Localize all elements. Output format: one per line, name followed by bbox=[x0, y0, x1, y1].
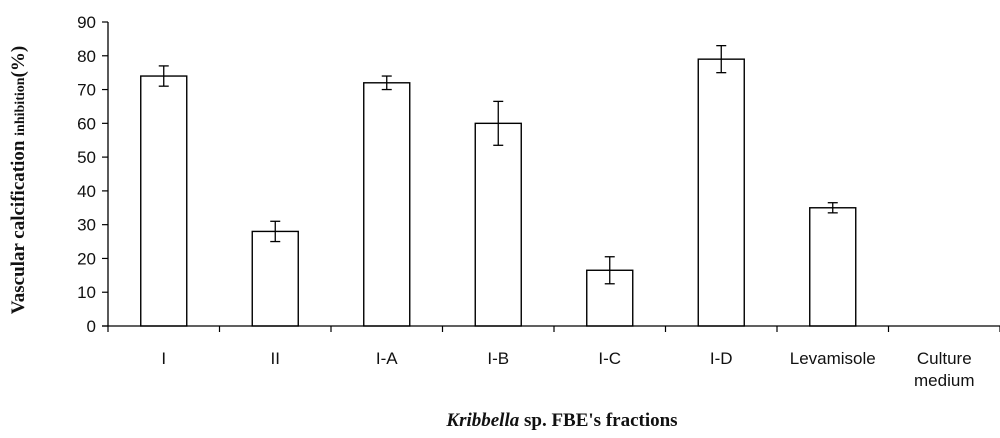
y-axis-label: Vascular calcification inhibition(%) bbox=[8, 46, 29, 314]
y-tick-label: 10 bbox=[77, 283, 96, 302]
y-tick-label: 40 bbox=[77, 182, 96, 201]
x-axis-label-rest: sp. FBE's fractions bbox=[519, 410, 677, 431]
bars bbox=[140, 58, 857, 327]
y-axis-label-small: inhibition bbox=[13, 77, 28, 136]
x-axis-label: Kribbella sp. FBE's fractions bbox=[445, 410, 677, 431]
y-axis-label-main: Vascular calcification bbox=[8, 140, 29, 314]
y-axis-ticks: 0 10 20 30 40 50 60 70 80 90 bbox=[77, 13, 108, 336]
bar-i-a bbox=[363, 82, 411, 327]
y-tick-label: 0 bbox=[87, 317, 96, 336]
error-bar bbox=[827, 202, 838, 214]
x-axis-categories: I II I-A I-B I-C I-D Levamisole Culture medium bbox=[161, 349, 974, 390]
y-tick-label: 60 bbox=[77, 114, 96, 133]
bar-ii bbox=[251, 230, 299, 327]
error-bar bbox=[158, 65, 169, 87]
y-tick-label: 20 bbox=[77, 249, 96, 268]
x-category-label: I-B bbox=[487, 349, 509, 368]
x-category-label: I bbox=[161, 349, 166, 368]
error-bar bbox=[493, 100, 504, 146]
error-bar bbox=[381, 75, 392, 91]
y-tick-label: 50 bbox=[77, 148, 96, 167]
y-tick-label: 30 bbox=[77, 216, 96, 235]
y-tick-label: 90 bbox=[77, 13, 96, 32]
x-category-label: Culture medium bbox=[914, 349, 974, 390]
bar-i-b bbox=[474, 122, 522, 327]
y-tick-label: 80 bbox=[77, 47, 96, 66]
error-bar bbox=[270, 220, 281, 243]
bar-i bbox=[140, 75, 188, 327]
error-bar bbox=[604, 256, 615, 285]
error-bars bbox=[158, 44, 838, 285]
bar-i-d bbox=[697, 58, 745, 327]
y-axis-label-end: (%) bbox=[8, 46, 29, 78]
error-bar bbox=[716, 44, 727, 74]
y-tick-label: 70 bbox=[77, 81, 96, 100]
x-category-label: I-C bbox=[598, 349, 621, 368]
x-axis-label-italic: Kribbella bbox=[445, 410, 519, 431]
axes bbox=[102, 22, 1000, 332]
x-category-label: Levamisole bbox=[790, 349, 876, 368]
x-category-label: II bbox=[271, 349, 280, 368]
x-category-label: I-A bbox=[376, 349, 398, 368]
x-category-label: I-D bbox=[710, 349, 733, 368]
bar-levamisole bbox=[809, 207, 857, 327]
